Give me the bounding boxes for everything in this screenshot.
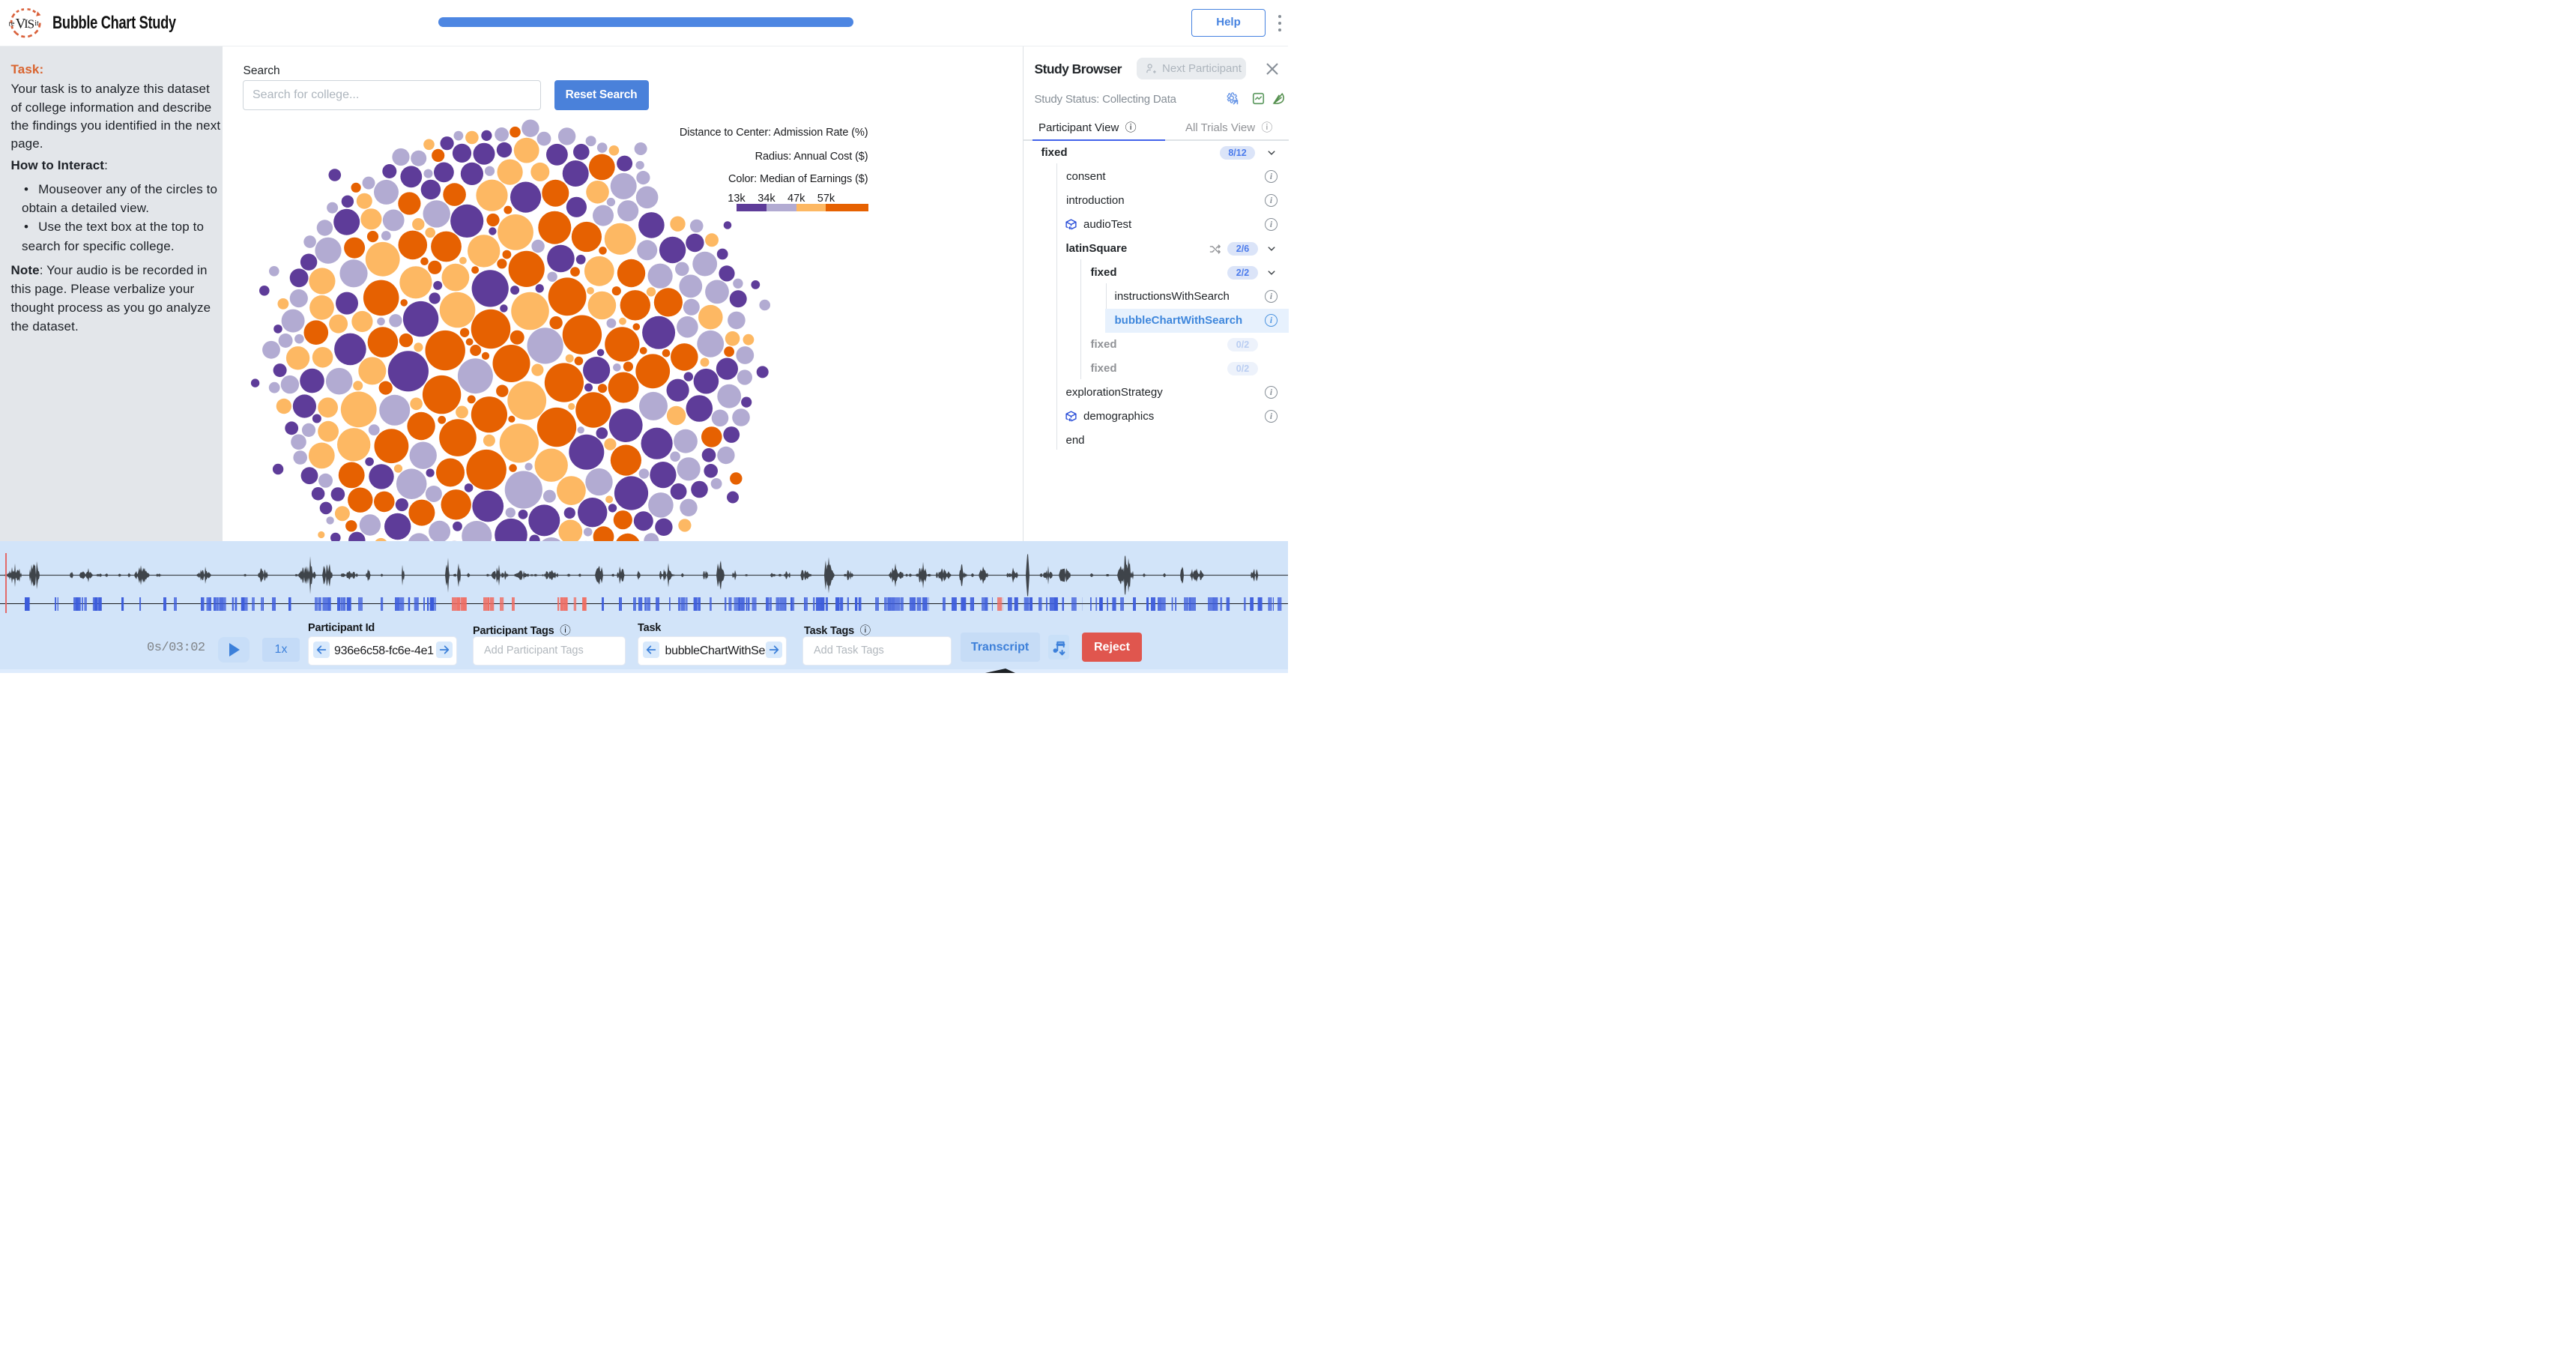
svg-text:I: I [24,18,28,31]
svg-text:S: S [28,17,34,31]
svg-text:it: it [34,19,39,28]
svg-text:V: V [16,16,26,32]
svg-text:re: re [9,20,15,28]
